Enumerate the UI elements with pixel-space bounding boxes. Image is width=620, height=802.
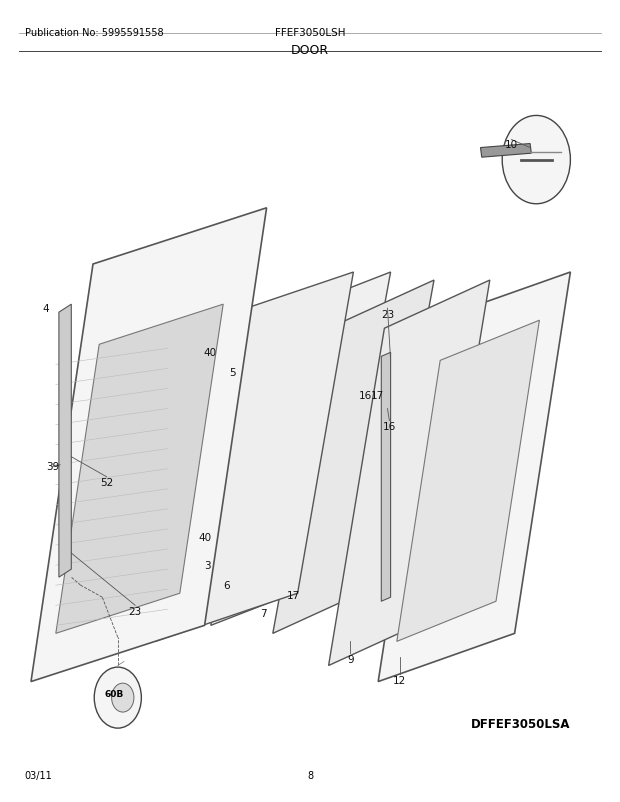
Text: 23: 23 <box>381 310 394 319</box>
Text: 60B: 60B <box>104 689 123 699</box>
Polygon shape <box>381 353 391 602</box>
Text: DFFEF3050LSA: DFFEF3050LSA <box>471 717 570 730</box>
Text: FFEF3050LSH: FFEF3050LSH <box>275 28 345 38</box>
Circle shape <box>94 667 141 728</box>
Text: 9: 9 <box>347 654 353 664</box>
Text: 12: 12 <box>393 675 407 685</box>
Polygon shape <box>211 273 391 626</box>
Text: 7: 7 <box>260 609 267 618</box>
Text: 10: 10 <box>505 140 518 149</box>
Text: 17: 17 <box>286 590 300 600</box>
Text: 5: 5 <box>229 368 236 378</box>
Polygon shape <box>155 273 353 642</box>
Polygon shape <box>273 281 434 634</box>
Text: 16: 16 <box>359 391 373 400</box>
Polygon shape <box>31 209 267 682</box>
Polygon shape <box>56 305 223 634</box>
Text: 40: 40 <box>203 348 216 358</box>
Text: 3: 3 <box>205 561 211 570</box>
Text: 16: 16 <box>383 422 396 431</box>
Polygon shape <box>329 281 490 666</box>
Polygon shape <box>378 273 570 682</box>
Text: 39: 39 <box>46 462 60 472</box>
Text: 40: 40 <box>198 533 211 542</box>
Text: 8: 8 <box>307 771 313 780</box>
Circle shape <box>112 683 134 712</box>
Text: 23: 23 <box>128 606 142 616</box>
Text: Publication No: 5995591558: Publication No: 5995591558 <box>25 28 164 38</box>
Circle shape <box>502 116 570 205</box>
Polygon shape <box>59 305 71 577</box>
Text: DOOR: DOOR <box>291 44 329 57</box>
Text: 52: 52 <box>100 478 113 488</box>
Polygon shape <box>480 144 531 158</box>
Text: ereplacementparts.com: ereplacementparts.com <box>193 404 327 414</box>
Text: 03/11: 03/11 <box>25 771 53 780</box>
Polygon shape <box>397 321 539 642</box>
Text: 4: 4 <box>42 304 48 314</box>
Text: 6: 6 <box>223 581 229 590</box>
Text: 17: 17 <box>370 391 384 400</box>
